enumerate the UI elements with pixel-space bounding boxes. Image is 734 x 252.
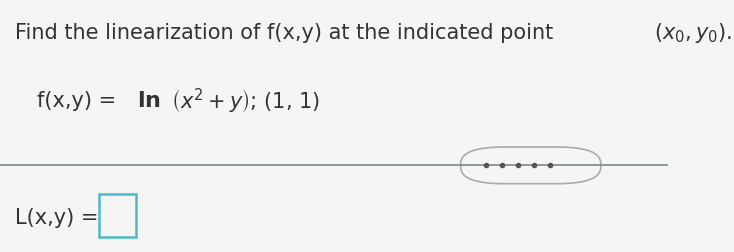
Text: Find the linearization of f(x,y) at the indicated point: Find the linearization of f(x,y) at the … [15,23,559,43]
Text: f(x,y) =: f(x,y) = [37,91,123,111]
Text: L(x,y) =: L(x,y) = [15,207,105,227]
Text: $\mathbf{ln}$: $\mathbf{ln}$ [137,91,161,111]
Text: $(x_0,y_0).$: $(x_0,y_0).$ [654,21,732,45]
Text: $\left(x^2 + y\right)$; (1, 1): $\left(x^2 + y\right)$; (1, 1) [165,86,320,115]
FancyBboxPatch shape [99,194,136,237]
FancyBboxPatch shape [461,147,601,184]
